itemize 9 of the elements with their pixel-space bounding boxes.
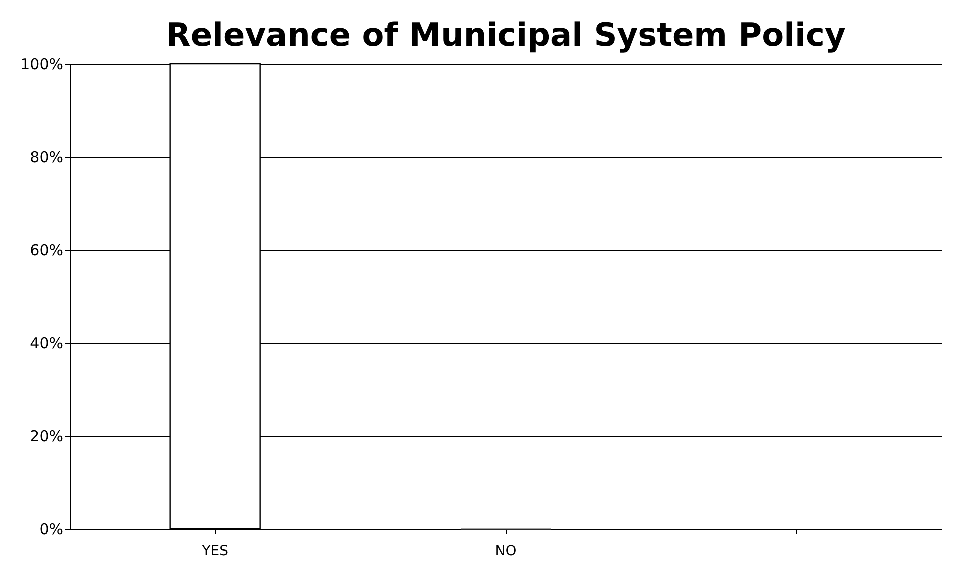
y-tick-label: 0% xyxy=(40,520,64,538)
x-tick-label: YES xyxy=(201,544,229,560)
y-tick-label: 80% xyxy=(30,148,64,166)
y-tick-label: 20% xyxy=(30,428,64,446)
y-tick-label: 100% xyxy=(20,56,64,74)
y-tick-label: 40% xyxy=(30,334,64,352)
x-tick-label: NO xyxy=(495,544,517,560)
y-tick-label: 60% xyxy=(30,242,64,260)
chart-title: Relevance of Municipal System Policy xyxy=(166,16,846,54)
